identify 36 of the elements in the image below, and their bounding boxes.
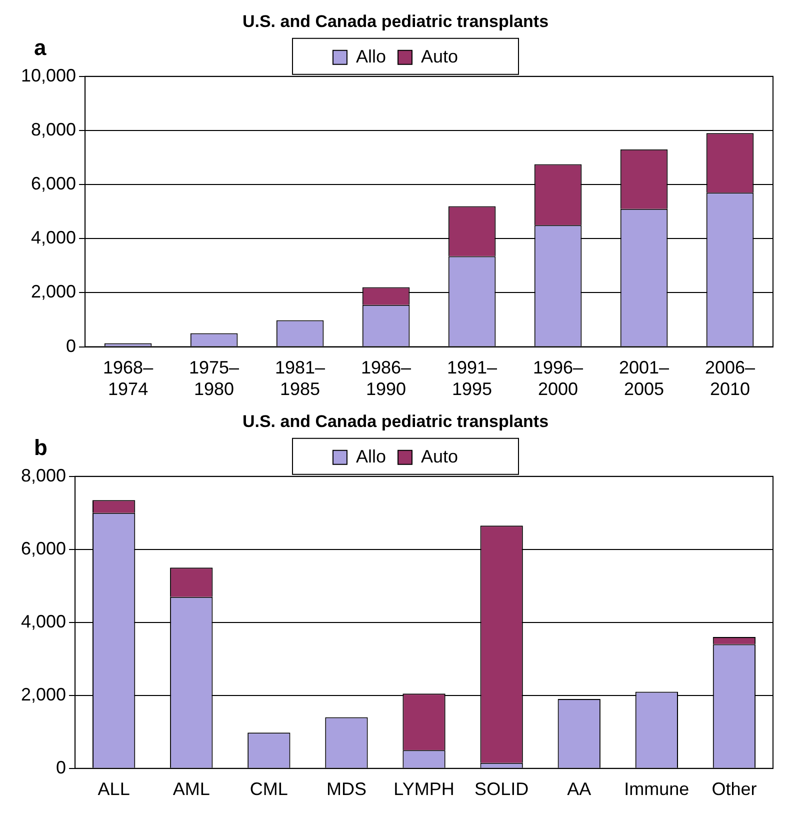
x-tick-label: AA	[567, 779, 592, 800]
x-tick-label: Immune	[624, 779, 690, 800]
y-tick-label: 6,000	[20, 538, 66, 558]
x-tick-label: 1996–2000	[532, 358, 584, 400]
text: b	[34, 435, 48, 460]
x-tick-label: 1986–1990	[361, 358, 412, 400]
y-tick-label: 10,000	[20, 65, 76, 86]
text: a	[34, 35, 47, 60]
chart-title: U.S. and Canada pediatric transplants	[242, 412, 549, 431]
x-tick-label: MDS	[326, 779, 366, 800]
y-tick-label: 0	[66, 336, 76, 356]
y-tick-label: 8,000	[20, 465, 66, 486]
y-tick-label: 0	[56, 757, 66, 778]
y-tick-label: 2,000	[31, 282, 76, 302]
x-tick-label: 1991–1995	[446, 358, 498, 400]
y-tick-label: 2,000	[20, 684, 66, 704]
x-tick-label: 2006–2010	[704, 358, 756, 400]
x-tick-label: LYMPH	[394, 779, 454, 800]
x-tick-label: SOLID	[474, 779, 529, 800]
legend-label: Auto	[420, 446, 458, 466]
x-tick-label: 2001–2005	[618, 358, 670, 400]
x-tick-label: Other	[712, 779, 757, 800]
legend-label: Allo	[356, 446, 386, 466]
x-tick-label: 1975–1980	[189, 358, 240, 400]
x-tick-label: CML	[250, 779, 288, 800]
chart-title: U.S. and Canada pediatric transplants	[242, 12, 549, 31]
y-tick-label: 6,000	[31, 174, 76, 194]
x-tick-label: AML	[172, 779, 210, 800]
legend-label: Allo	[356, 46, 386, 66]
legend-label: Auto	[420, 46, 458, 66]
y-tick-label: 4,000	[20, 611, 66, 632]
x-tick-label: ALL	[98, 779, 130, 800]
y-tick-label: 8,000	[31, 119, 76, 140]
x-tick-label: 1981–1985	[275, 358, 326, 400]
x-tick-label: 1968–1974	[103, 358, 154, 400]
y-tick-label: 4,000	[31, 228, 76, 248]
